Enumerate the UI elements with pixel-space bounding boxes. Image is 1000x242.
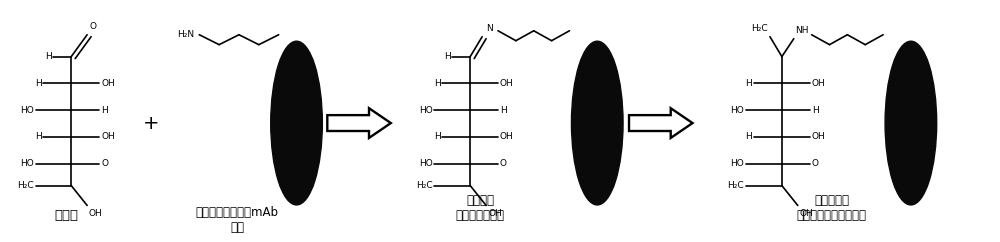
Text: H: H — [45, 52, 51, 61]
Polygon shape — [327, 108, 391, 138]
Text: HO: HO — [419, 106, 433, 115]
Text: OH: OH — [488, 209, 502, 219]
Text: H₂N: H₂N — [177, 30, 195, 39]
Text: H: H — [745, 79, 752, 88]
Text: H₂C: H₂C — [751, 24, 768, 33]
Ellipse shape — [571, 41, 623, 205]
Text: HO: HO — [20, 106, 34, 115]
Text: H: H — [500, 106, 507, 115]
Text: 葡萄糖: 葡萄糖 — [54, 209, 78, 222]
Text: H: H — [35, 132, 41, 142]
Polygon shape — [629, 108, 693, 138]
Text: H: H — [434, 79, 440, 88]
Text: H₂C: H₂C — [416, 181, 433, 190]
Text: H₂C: H₂C — [17, 181, 34, 190]
Text: H: H — [434, 132, 440, 142]
Text: HO: HO — [419, 159, 433, 168]
Text: H: H — [745, 132, 752, 142]
Text: OH: OH — [500, 132, 514, 142]
Text: H: H — [812, 106, 818, 115]
Text: O: O — [812, 159, 819, 168]
Text: O: O — [101, 159, 108, 168]
Text: HO: HO — [730, 159, 744, 168]
Text: NH: NH — [795, 26, 808, 35]
Ellipse shape — [885, 41, 937, 205]
Text: O: O — [500, 159, 507, 168]
Text: OH: OH — [812, 132, 825, 142]
Text: H: H — [101, 106, 108, 115]
Text: OH: OH — [800, 209, 813, 219]
Text: OH: OH — [101, 79, 115, 88]
Text: 不可逆糖化
（形成阿马多里产物）: 不可逆糖化 （形成阿马多里产物） — [796, 194, 866, 222]
Text: N: N — [486, 24, 493, 33]
Text: HO: HO — [730, 106, 744, 115]
Text: OH: OH — [88, 209, 102, 219]
Text: OH: OH — [101, 132, 115, 142]
Text: 可逆糖化
（形成希夫碱）: 可逆糖化 （形成希夫碱） — [456, 194, 505, 222]
Text: HO: HO — [20, 159, 34, 168]
Text: OH: OH — [812, 79, 825, 88]
Text: +: + — [142, 113, 159, 133]
Text: H: H — [444, 52, 450, 61]
Text: 赖氨酸残基暴露的mAb
蛋白: 赖氨酸残基暴露的mAb 蛋白 — [195, 206, 278, 234]
Text: O: O — [90, 22, 97, 31]
Ellipse shape — [271, 41, 322, 205]
Text: OH: OH — [500, 79, 514, 88]
Text: H₂C: H₂C — [728, 181, 744, 190]
Text: H: H — [35, 79, 41, 88]
